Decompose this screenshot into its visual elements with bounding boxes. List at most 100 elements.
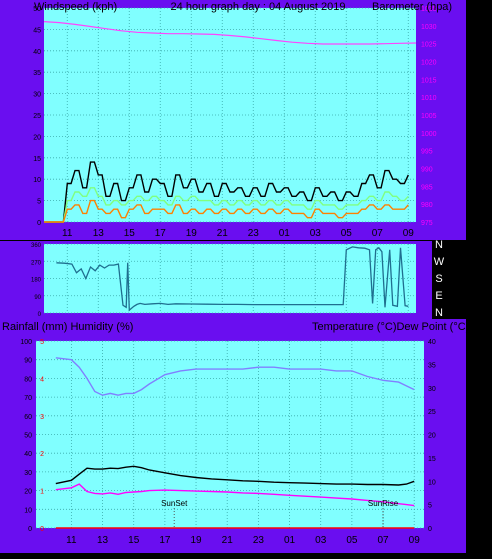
barometer-y-tick: 1030: [421, 24, 437, 31]
wind-y-tick: 10: [33, 177, 41, 184]
rain-y-tick: 4: [40, 376, 44, 383]
rain-y-tick: 3: [40, 414, 44, 421]
temperature-y-tick: 0: [428, 526, 432, 533]
barometer-y-tick: 1035: [421, 6, 437, 13]
humidity-y-tick: 30: [24, 470, 32, 477]
barometer-y-tick: 995: [421, 149, 433, 156]
wind-x-tick: 17: [155, 228, 167, 239]
temp-x-tick: 21: [222, 535, 234, 546]
humidity-y-tick: 90: [24, 358, 32, 365]
wind-x-tick: 23: [248, 228, 260, 239]
wind-x-tick: 21: [217, 228, 229, 239]
dir-label-e: E: [435, 290, 442, 302]
winddir-y-tick: 270: [31, 260, 42, 266]
temperature-y-tick: 25: [428, 409, 436, 416]
wind-y-tick: 15: [33, 156, 41, 163]
barometer-y-tick: 990: [421, 167, 433, 174]
temperature-y-tick: 10: [428, 479, 436, 486]
temp-x-tick: 01: [284, 535, 296, 546]
temperature-y-tick: 20: [428, 433, 436, 440]
temp-x-tick: 11: [66, 535, 77, 546]
wind-y-tick: 5: [37, 199, 41, 206]
barometer-y-tick: 1015: [421, 77, 437, 84]
gust-line: [44, 161, 409, 223]
barometer-y-tick: 1005: [421, 113, 437, 120]
sunrise-annotation: SunRise: [368, 499, 399, 508]
wind-x-tick: 01: [279, 228, 291, 239]
barometer-line: [43, 21, 417, 45]
temp-x-tick: 07: [377, 535, 389, 546]
humidity-y-tick: 50: [24, 433, 32, 440]
humidity-line: [55, 357, 415, 396]
wind-y-tick: 35: [33, 70, 41, 77]
temp-x-tick: 05: [346, 535, 358, 546]
temp-x-tick: 17: [159, 535, 171, 546]
wind-ylabel: Windspeed (kph): [34, 1, 117, 13]
rain-y-tick: 1: [40, 489, 44, 496]
barometer-y-tick: 975: [421, 220, 433, 227]
average-line: [44, 187, 409, 223]
barometer-y-tick: 980: [421, 202, 433, 209]
wind-y-tick: 0: [37, 220, 41, 227]
temp-x-tick: 03: [315, 535, 327, 546]
humidity-y-tick: 60: [24, 414, 32, 421]
wind-y-tick: 20: [33, 134, 41, 141]
humidity-y-tick: 0: [28, 526, 32, 533]
wind-x-tick: 11: [62, 228, 73, 239]
rain-y-tick: 5: [40, 339, 44, 346]
temperature-line: [55, 465, 415, 486]
wind-y-tick: 25: [33, 113, 41, 120]
wind-x-tick: 13: [93, 228, 105, 239]
dir-label-w: W: [434, 256, 445, 268]
humidity-y-tick: 20: [24, 489, 32, 496]
chart-title: 24 hour graph day : 04 August 2019: [171, 1, 346, 13]
grid-layer: [36, 7, 424, 529]
barometer-y-tick: 1010: [421, 95, 437, 102]
direction-line: [44, 199, 409, 223]
wind-y-tick: 30: [33, 92, 41, 99]
temp-x-tick: 19: [190, 535, 202, 546]
dewpoint-line: [55, 483, 415, 507]
wind-direction-line: [56, 246, 409, 312]
humidity-y-tick: 70: [24, 395, 32, 402]
dir-label-s: S: [435, 273, 442, 285]
winddir-y-tick: 360: [31, 243, 42, 249]
temperature-y-tick: 30: [428, 386, 436, 393]
tick-layer: 0510152025303540455097598098599099510001…: [20, 6, 436, 546]
barometer-y-tick: 1000: [421, 131, 437, 138]
winddir-y-tick: 90: [34, 295, 41, 301]
barometer-y-tick: 985: [421, 184, 433, 191]
temp-x-tick: 15: [128, 535, 140, 546]
wind-y-tick: 40: [33, 49, 41, 56]
temperature-y-tick: 5: [428, 503, 432, 510]
temperature-y-tick: 35: [428, 362, 436, 369]
barometer-y-tick: 1025: [421, 42, 437, 49]
temp-x-tick: 23: [253, 535, 265, 546]
humidity-y-tick: 100: [20, 339, 32, 346]
temperature-y-tick: 40: [428, 339, 436, 346]
barometer-ylabel: Barometer (hpa): [372, 1, 452, 13]
wind-x-tick: 15: [124, 228, 136, 239]
wind-x-tick: 09: [403, 228, 415, 239]
temperature-ylabel: Temperature (°C)Dew Point (°C): [312, 321, 469, 333]
wind-x-tick: 07: [372, 228, 384, 239]
sunset-annotation: SunSet: [161, 499, 188, 508]
wind-y-tick: 45: [33, 27, 41, 34]
winddir-y-tick: 180: [31, 278, 42, 284]
wind-x-tick: 03: [310, 228, 322, 239]
temp-plot-area: [36, 341, 424, 528]
humidity-y-tick: 40: [24, 451, 32, 458]
temp-x-tick: 13: [97, 535, 109, 546]
series-layer: [43, 21, 417, 529]
humidity-y-tick: 10: [24, 507, 32, 514]
barometer-y-tick: 1020: [421, 60, 437, 67]
dir-label-n-bottom: N: [435, 307, 443, 319]
humidity-ylabel: Rainfall (mm) Humidity (%): [2, 321, 133, 333]
humidity-y-tick: 80: [24, 376, 32, 383]
temperature-y-tick: 15: [428, 456, 436, 463]
temp-x-tick: 09: [409, 535, 421, 546]
winddir-y-tick: 0: [38, 312, 42, 318]
rain-y-tick: 0: [40, 526, 44, 533]
